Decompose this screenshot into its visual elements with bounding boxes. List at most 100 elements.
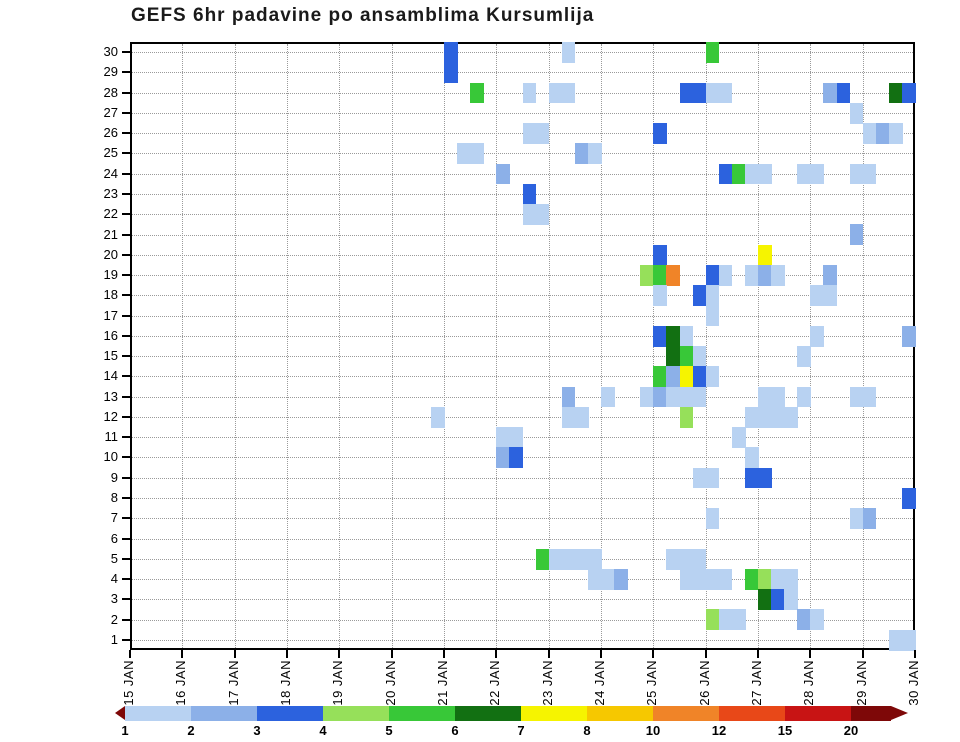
colorbar bbox=[125, 706, 925, 721]
horizontal-gridline bbox=[132, 275, 913, 277]
colorbar-label: 2 bbox=[187, 723, 195, 738]
heatmap-cell bbox=[718, 568, 733, 590]
colorbar-segment bbox=[125, 706, 191, 721]
x-axis-label: 15 JAN bbox=[121, 660, 136, 706]
x-axis-label: 21 JAN bbox=[435, 660, 450, 706]
heatmap-cell bbox=[718, 82, 733, 104]
heatmap-cell bbox=[640, 264, 654, 286]
plot-area bbox=[130, 42, 916, 651]
y-axis-tick bbox=[122, 193, 130, 195]
x-axis-label: 30 JAN bbox=[906, 660, 921, 706]
heatmap-cell bbox=[849, 386, 864, 408]
y-axis-label: 26 bbox=[103, 125, 118, 141]
horizontal-gridline bbox=[132, 234, 913, 236]
vertical-gridline bbox=[339, 44, 341, 648]
heatmap-cell bbox=[771, 406, 785, 428]
heatmap-cell bbox=[522, 82, 537, 104]
y-axis-label: 21 bbox=[103, 226, 118, 242]
horizontal-gridline bbox=[132, 619, 913, 621]
y-axis-tick bbox=[122, 375, 130, 378]
heatmap-cell bbox=[888, 82, 903, 104]
heatmap-cell bbox=[758, 467, 772, 489]
heatmap-cell bbox=[522, 183, 537, 205]
heatmap-cell bbox=[849, 163, 864, 185]
y-axis-tick bbox=[122, 253, 130, 256]
x-axis-tick bbox=[757, 650, 759, 658]
heatmap-cell bbox=[797, 386, 811, 408]
heatmap-cell bbox=[653, 264, 667, 286]
x-axis-label: 28 JAN bbox=[801, 660, 817, 706]
vertical-gridline bbox=[601, 44, 602, 648]
x-axis-tick bbox=[181, 650, 184, 658]
x-axis-tick bbox=[390, 650, 393, 658]
x-axis-label: 22 JAN bbox=[487, 660, 503, 706]
heatmap-cell bbox=[771, 386, 785, 408]
colorbar-segment bbox=[323, 706, 389, 721]
heatmap-cell bbox=[574, 143, 589, 165]
vertical-gridline bbox=[287, 44, 288, 648]
horizontal-gridline bbox=[132, 599, 913, 601]
heatmap-cell bbox=[496, 163, 510, 185]
x-axis-tick bbox=[547, 650, 550, 658]
heatmap-cell bbox=[705, 264, 720, 286]
x-axis-tick bbox=[233, 650, 236, 658]
horizontal-gridline bbox=[132, 254, 913, 256]
y-axis-label: 1 bbox=[110, 631, 118, 647]
heatmap-cell bbox=[679, 568, 694, 590]
colorbar-segment bbox=[785, 706, 851, 721]
colorbar-left-arrow bbox=[115, 706, 125, 720]
heatmap-cell bbox=[666, 548, 681, 570]
heatmap-cell bbox=[810, 285, 824, 307]
heatmap-cell bbox=[823, 285, 838, 307]
heatmap-cell bbox=[522, 204, 537, 225]
y-axis-tick bbox=[122, 415, 130, 418]
heatmap-cell bbox=[705, 42, 720, 63]
x-axis-tick bbox=[809, 650, 812, 658]
horizontal-gridline bbox=[132, 173, 913, 175]
heatmap-cell bbox=[496, 447, 510, 469]
heatmap-cell bbox=[587, 143, 602, 165]
heatmap-cell bbox=[561, 406, 576, 428]
heatmap-cell bbox=[666, 386, 681, 408]
heatmap-cell bbox=[587, 568, 602, 590]
heatmap-cell bbox=[561, 548, 576, 570]
horizontal-gridline bbox=[132, 356, 913, 358]
y-axis-label: 4 bbox=[110, 571, 118, 587]
x-axis-label: 24 JAN bbox=[592, 660, 607, 706]
y-axis-label: 28 bbox=[103, 84, 118, 100]
heatmap-cell bbox=[561, 82, 576, 104]
heatmap-cell bbox=[601, 568, 615, 590]
x-axis-tick bbox=[129, 650, 131, 658]
heatmap-cell bbox=[601, 386, 615, 408]
heatmap-cell bbox=[430, 406, 445, 428]
y-axis-label: 8 bbox=[110, 490, 118, 505]
heatmap-cell bbox=[574, 406, 589, 428]
y-axis-tick bbox=[122, 436, 130, 439]
vertical-gridline bbox=[758, 44, 759, 648]
heatmap-cell bbox=[810, 325, 824, 347]
y-axis-label: 2 bbox=[110, 611, 118, 627]
colorbar-label: 7 bbox=[517, 723, 525, 738]
heatmap-cell bbox=[758, 386, 772, 408]
heatmap-cell bbox=[509, 427, 524, 448]
colorbar-label: 15 bbox=[777, 723, 793, 738]
y-axis-label: 3 bbox=[110, 591, 118, 607]
heatmap-cell bbox=[731, 609, 746, 631]
heatmap-cell bbox=[470, 143, 484, 165]
heatmap-cell bbox=[692, 346, 707, 367]
heatmap-cell bbox=[535, 548, 550, 570]
x-axis-tick bbox=[286, 650, 288, 658]
heatmap-cell bbox=[522, 123, 537, 144]
vertical-gridline bbox=[391, 44, 393, 648]
heatmap-cell bbox=[692, 568, 707, 590]
heatmap-cell bbox=[444, 62, 458, 84]
horizontal-gridline bbox=[132, 538, 913, 540]
horizontal-gridline bbox=[132, 72, 913, 74]
heatmap-cell bbox=[496, 427, 510, 448]
y-axis-label: 6 bbox=[110, 530, 118, 546]
heatmap-cell bbox=[862, 123, 877, 144]
heatmap-cell bbox=[836, 82, 851, 104]
heatmap-cell bbox=[758, 264, 772, 286]
heatmap-cell bbox=[784, 589, 798, 611]
